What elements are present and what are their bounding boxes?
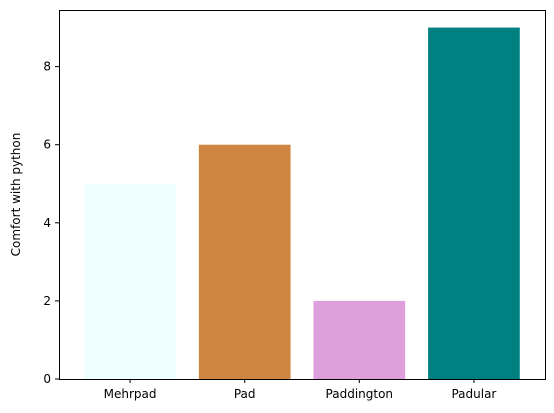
y-tick-label: 0 — [43, 372, 51, 386]
y-axis-label: Comfort with python — [9, 133, 23, 257]
y-tick-label: 2 — [43, 294, 51, 308]
bar-paddington — [313, 300, 406, 379]
x-axis-ticks: Mehrpad Pad Paddington Padular — [104, 379, 496, 401]
y-tick-label: 6 — [43, 138, 51, 152]
x-tick-label: Paddington — [326, 387, 394, 401]
y-tick-label: 4 — [43, 216, 51, 230]
x-tick-label: Mehrpad — [104, 387, 157, 401]
y-axis-ticks: 0 2 4 6 8 — [43, 60, 59, 386]
x-tick-label: Padular — [451, 387, 496, 401]
bars-group — [84, 27, 520, 379]
bar-padular — [428, 27, 520, 379]
axes-frame — [59, 10, 546, 380]
bar-mehrpad — [84, 183, 176, 379]
bar-pad — [198, 144, 291, 379]
x-tick-label: Pad — [234, 387, 256, 401]
y-tick-label: 8 — [43, 60, 51, 74]
